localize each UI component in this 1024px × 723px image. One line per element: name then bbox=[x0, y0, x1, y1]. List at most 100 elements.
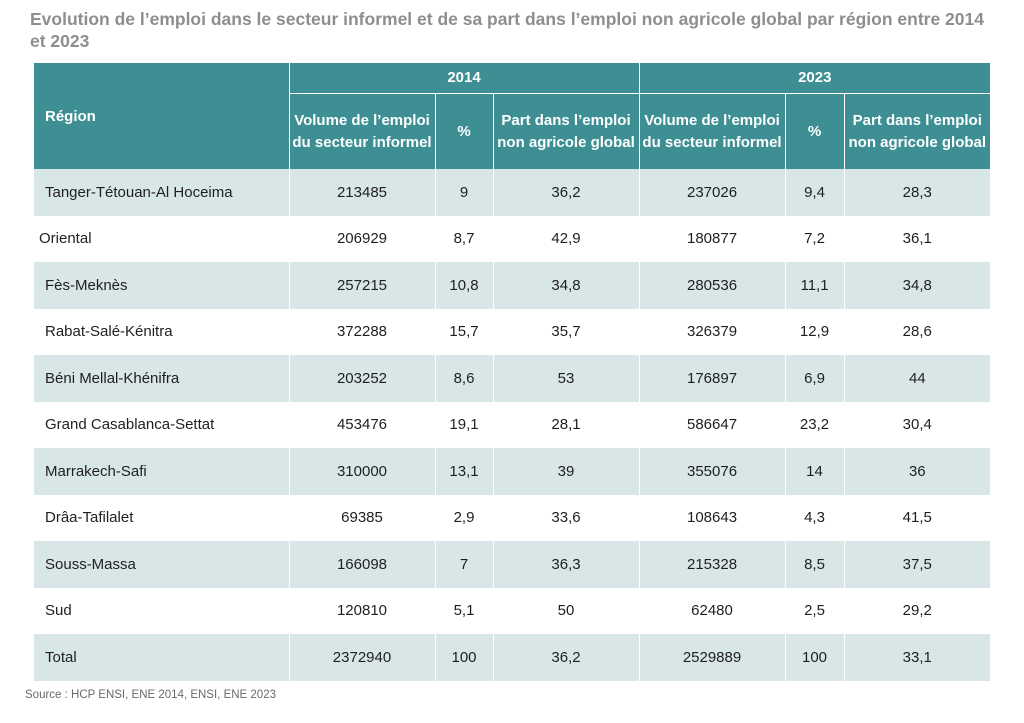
cell-volume-2014: 310000 bbox=[288, 448, 435, 495]
cell-share-2014: 36,2 bbox=[492, 634, 640, 681]
cell-share-2023: 34,8 bbox=[843, 262, 991, 309]
cell-share-2023: 37,5 bbox=[843, 541, 991, 588]
cell-share-2014: 36,3 bbox=[492, 541, 640, 588]
cell-share-2014: 34,8 bbox=[492, 262, 640, 309]
cell-percent-2023: 8,5 bbox=[784, 541, 845, 588]
cell-region: Fès-Meknès bbox=[34, 262, 289, 309]
cell-region: Tanger-Tétouan-Al Hoceima bbox=[34, 169, 289, 216]
cell-share-2014: 50 bbox=[492, 587, 640, 634]
cell-volume-2014: 206929 bbox=[288, 215, 435, 262]
cell-volume-2014: 120810 bbox=[288, 587, 435, 634]
cell-share-2023: 33,1 bbox=[843, 634, 991, 681]
cell-share-2014: 39 bbox=[492, 448, 640, 495]
cell-percent-2023: 23,2 bbox=[784, 401, 845, 448]
table-body: Tanger-Tétouan-Al Hoceima 213485 9 36,2 2370… bbox=[34, 169, 991, 681]
column-header-share-2023: Part dans l’emploi non agricole global bbox=[843, 93, 991, 169]
table-row: Grand Casablanca-Settat 453476 19,1 28,1 586… bbox=[34, 401, 991, 448]
cell-volume-2023: 280536 bbox=[638, 262, 786, 309]
table-row: Drâa-Tafilalet 69385 2,9 33,6 108643 4,3 41,5 bbox=[34, 494, 991, 541]
cell-percent-2023: 2,5 bbox=[784, 587, 845, 634]
cell-share-2014: 42,9 bbox=[492, 215, 640, 262]
cell-percent-2014: 15,7 bbox=[434, 308, 493, 355]
cell-percent-2014: 19,1 bbox=[434, 401, 493, 448]
cell-share-2023: 28,3 bbox=[843, 169, 991, 216]
cell-volume-2014: 203252 bbox=[288, 355, 435, 402]
cell-volume-2023: 62480 bbox=[638, 587, 786, 634]
cell-percent-2014: 8,7 bbox=[434, 215, 493, 262]
table-row: Sud 120810 5,1 50 62480 2,5 29,2 bbox=[34, 587, 991, 634]
column-header-year-2023: 2023 bbox=[638, 63, 991, 94]
cell-share-2023: 28,6 bbox=[843, 308, 991, 355]
cell-volume-2023: 176897 bbox=[638, 355, 786, 402]
cell-percent-2023: 9,4 bbox=[784, 169, 845, 216]
cell-percent-2014: 100 bbox=[434, 634, 493, 681]
cell-share-2014: 36,2 bbox=[492, 169, 640, 216]
cell-volume-2023: 237026 bbox=[638, 169, 786, 216]
cell-percent-2014: 8,6 bbox=[434, 355, 493, 402]
cell-percent-2023: 11,1 bbox=[784, 262, 845, 309]
cell-region: Oriental bbox=[34, 215, 289, 262]
cell-region: Total bbox=[34, 634, 289, 681]
cell-percent-2023: 100 bbox=[784, 634, 845, 681]
cell-percent-2023: 7,2 bbox=[784, 215, 845, 262]
cell-region: Grand Casablanca-Settat bbox=[34, 401, 289, 448]
table-row: Souss-Massa 166098 7 36,3 215328 8,5 37,5 bbox=[34, 541, 991, 588]
cell-share-2014: 35,7 bbox=[492, 308, 640, 355]
cell-region: Béni Mellal-Khénifra bbox=[34, 355, 289, 402]
column-header-percent-2014: % bbox=[434, 93, 493, 169]
header-row-subcolumns: Volume de l’emploi du secteur informel %… bbox=[34, 93, 991, 169]
cell-volume-2014: 166098 bbox=[288, 541, 435, 588]
cell-percent-2023: 12,9 bbox=[784, 308, 845, 355]
cell-volume-2014: 257215 bbox=[288, 262, 435, 309]
cell-region: Sud bbox=[34, 587, 289, 634]
table-row: Marrakech-Safi 310000 13,1 39 355076 14 36 bbox=[34, 448, 991, 495]
cell-volume-2023: 180877 bbox=[638, 215, 786, 262]
column-header-volume-2014: Volume de l’emploi du secteur informel bbox=[288, 93, 435, 169]
cell-share-2023: 41,5 bbox=[843, 494, 991, 541]
cell-share-2023: 29,2 bbox=[843, 587, 991, 634]
cell-volume-2023: 355076 bbox=[638, 448, 786, 495]
column-header-volume-2023: Volume de l’emploi du secteur informel bbox=[638, 93, 786, 169]
cell-region: Drâa-Tafilalet bbox=[34, 494, 289, 541]
cell-share-2014: 28,1 bbox=[492, 401, 640, 448]
cell-volume-2023: 108643 bbox=[638, 494, 786, 541]
cell-percent-2014: 5,1 bbox=[434, 587, 493, 634]
cell-volume-2014: 453476 bbox=[288, 401, 435, 448]
cell-percent-2014: 10,8 bbox=[434, 262, 493, 309]
table-row: Total 2372940 100 36,2 2529889 100 33,1 bbox=[34, 634, 991, 681]
source-note: Source : HCP ENSI, ENE 2014, ENSI, ENE 2… bbox=[25, 689, 276, 701]
cell-volume-2014: 69385 bbox=[288, 494, 435, 541]
table-row: Tanger-Tétouan-Al Hoceima 213485 9 36,2 2370… bbox=[34, 169, 991, 216]
table-row: Oriental 206929 8,7 42,9 180877 7,2 36,1 bbox=[34, 215, 991, 262]
cell-percent-2023: 14 bbox=[784, 448, 845, 495]
cell-volume-2023: 326379 bbox=[638, 308, 786, 355]
column-header-share-2014: Part dans l’emploi non agricole global bbox=[492, 93, 640, 169]
table-row: Rabat-Salé-Kénitra 372288 15,7 35,7 326379 12… bbox=[34, 308, 991, 355]
cell-volume-2014: 213485 bbox=[288, 169, 435, 216]
cell-share-2023: 44 bbox=[843, 355, 991, 402]
cell-share-2014: 33,6 bbox=[492, 494, 640, 541]
cell-percent-2014: 13,1 bbox=[434, 448, 493, 495]
header-row-years: Région 2014 2023 bbox=[34, 63, 991, 169]
cell-share-2023: 30,4 bbox=[843, 401, 991, 448]
cell-volume-2023: 2529889 bbox=[638, 634, 786, 681]
column-header-percent-2023: % bbox=[784, 93, 845, 169]
cell-share-2023: 36 bbox=[843, 448, 991, 495]
cell-share-2023: 36,1 bbox=[843, 215, 991, 262]
cell-region: Rabat-Salé-Kénitra bbox=[34, 308, 289, 355]
cell-percent-2014: 9 bbox=[434, 169, 493, 216]
cell-share-2014: 53 bbox=[492, 355, 640, 402]
table-row: Béni Mellal-Khénifra 203252 8,6 53 176897 6,9… bbox=[34, 355, 991, 402]
cell-percent-2023: 6,9 bbox=[784, 355, 845, 402]
cell-volume-2014: 2372940 bbox=[288, 634, 435, 681]
cell-volume-2023: 586647 bbox=[638, 401, 786, 448]
cell-percent-2023: 4,3 bbox=[784, 494, 845, 541]
cell-volume-2023: 215328 bbox=[638, 541, 786, 588]
cell-percent-2014: 2,9 bbox=[434, 494, 493, 541]
table-row: Fès-Meknès 257215 10,8 34,8 280536 11,1 34,8 bbox=[34, 262, 991, 309]
employment-table: Région 2014 2023 Volume de l’emploi du s… bbox=[34, 63, 991, 681]
cell-percent-2014: 7 bbox=[434, 541, 493, 588]
page-title: Evolution de l’emploi dans le secteur in… bbox=[30, 9, 984, 51]
cell-region: Marrakech-Safi bbox=[34, 448, 289, 495]
column-header-region: Région bbox=[34, 63, 289, 169]
